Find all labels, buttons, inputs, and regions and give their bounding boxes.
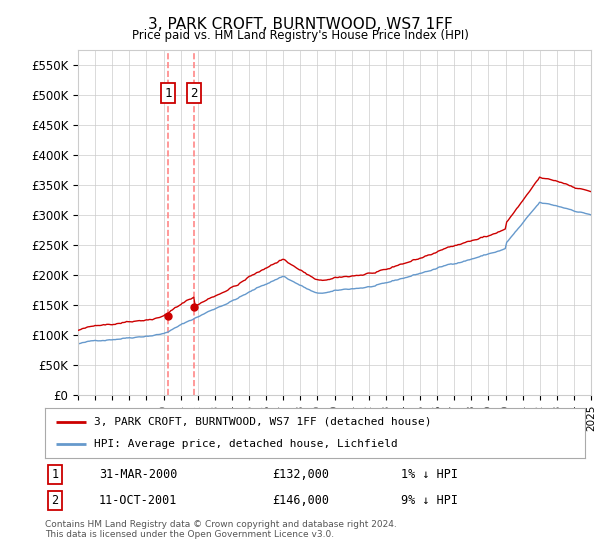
Text: 11-OCT-2001: 11-OCT-2001 — [99, 494, 178, 507]
Text: 2: 2 — [190, 87, 198, 100]
Text: 1% ↓ HPI: 1% ↓ HPI — [401, 468, 458, 481]
Text: £146,000: £146,000 — [272, 494, 329, 507]
Text: 2: 2 — [51, 494, 58, 507]
Text: £132,000: £132,000 — [272, 468, 329, 481]
Text: 3, PARK CROFT, BURNTWOOD, WS7 1FF (detached house): 3, PARK CROFT, BURNTWOOD, WS7 1FF (detac… — [94, 417, 431, 427]
Text: 1: 1 — [164, 87, 172, 100]
Text: Price paid vs. HM Land Registry's House Price Index (HPI): Price paid vs. HM Land Registry's House … — [131, 29, 469, 42]
Text: 9% ↓ HPI: 9% ↓ HPI — [401, 494, 458, 507]
Text: 1: 1 — [51, 468, 58, 481]
Text: Contains HM Land Registry data © Crown copyright and database right 2024.
This d: Contains HM Land Registry data © Crown c… — [45, 520, 397, 539]
Text: 31-MAR-2000: 31-MAR-2000 — [99, 468, 178, 481]
Text: HPI: Average price, detached house, Lichfield: HPI: Average price, detached house, Lich… — [94, 439, 397, 449]
Text: 3, PARK CROFT, BURNTWOOD, WS7 1FF: 3, PARK CROFT, BURNTWOOD, WS7 1FF — [148, 17, 452, 32]
